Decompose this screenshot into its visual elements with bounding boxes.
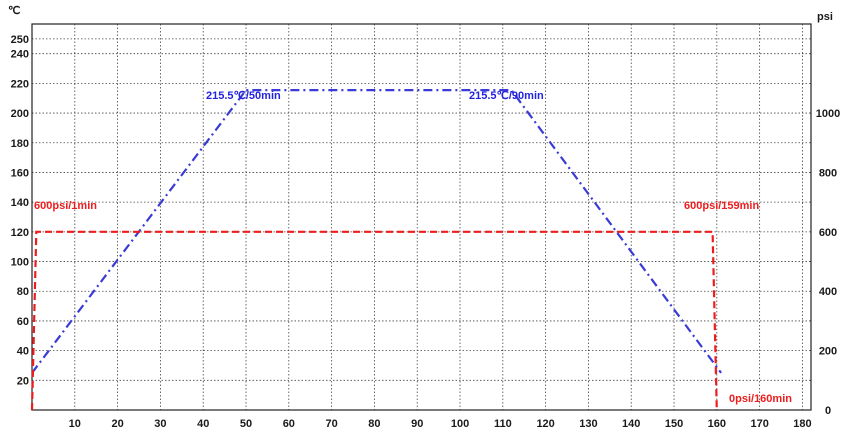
tick-labels: 10 20 30 40 50 60 70 80 90 100 110 120 130 140 150 160 1… — [11, 34, 841, 430]
y-right-tick-label: 400 — [819, 286, 837, 298]
x-tick-label: 10 — [69, 418, 81, 430]
y-left-tick-label: 120 — [11, 227, 29, 239]
x-tick-label: 170 — [750, 418, 768, 430]
x-tick-label: 60 — [283, 418, 295, 430]
y-left-tick-label: 60 — [17, 316, 29, 328]
x-tick-label: 80 — [368, 418, 380, 430]
x-tick-label: 160 — [708, 418, 726, 430]
y-left-tick-label: 180 — [11, 138, 29, 150]
y-left-tick-label: 250 — [11, 34, 29, 46]
x-tick-label: 70 — [325, 418, 337, 430]
y-left-tick-label: 240 — [11, 49, 29, 61]
x-tick-label: 90 — [411, 418, 423, 430]
annotation-temp-90min: 215.5℃/90min — [469, 90, 544, 102]
x-tick-label: 40 — [197, 418, 209, 430]
x-tick-label: 50 — [240, 418, 252, 430]
x-tick-label: 150 — [665, 418, 683, 430]
x-tick-label: 180 — [793, 418, 811, 430]
annotation-pressure-1min: 600psi/1min — [34, 200, 97, 212]
pressure-line — [30, 230, 718, 411]
x-tick-label: 30 — [154, 418, 166, 430]
x-tick-label: 130 — [579, 418, 597, 430]
series — [30, 88, 722, 411]
y-right-tick-label: 200 — [819, 346, 837, 358]
y-left-tick-label: 20 — [17, 375, 29, 387]
y-left-tick-label: 160 — [11, 167, 29, 179]
y-right-tick-label: 1000 — [816, 108, 840, 120]
y-right-tick-label: 600 — [819, 227, 837, 239]
y-left-tick-label: 80 — [17, 286, 29, 298]
y-right-tick-label: 800 — [819, 167, 837, 179]
y-right-tick-label: 0 — [825, 405, 831, 417]
y-left-tick-label: 140 — [11, 197, 29, 209]
x-tick-label: 140 — [622, 418, 640, 430]
plot-frame — [31, 23, 812, 411]
grid — [32, 24, 811, 410]
annotations: 215.5℃/50min 215.5℃/90min 600psi/1min 60… — [34, 90, 792, 405]
x-tick-label: 100 — [451, 418, 469, 430]
annotation-temp-50min: 215.5℃/50min — [206, 90, 281, 102]
annotation-pressure-160min: 0psi/160min — [729, 393, 792, 405]
y-left-tick-label: 200 — [11, 108, 29, 120]
x-tick-label: 20 — [111, 418, 123, 430]
x-tick-label: 110 — [494, 418, 512, 430]
y-left-tick-label: 40 — [17, 346, 29, 358]
y-left-tick-label: 100 — [11, 257, 29, 269]
annotation-pressure-159min: 600psi/159min — [684, 200, 759, 212]
left-axis-unit: ℃ — [8, 5, 20, 17]
right-axis-unit: psi — [817, 11, 833, 23]
x-tick-label: 120 — [536, 418, 554, 430]
y-left-tick-label: 220 — [11, 78, 29, 90]
